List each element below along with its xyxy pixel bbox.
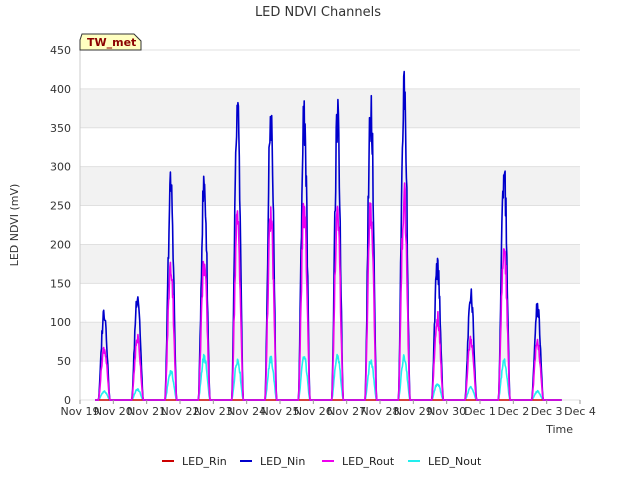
x-tick-label: Nov 29 [394,405,433,418]
y-tick-label: 450 [50,44,71,57]
grid-band [80,50,580,89]
x-tick-label: Nov 23 [194,405,233,418]
x-tick-label: Nov 28 [361,405,400,418]
grid-band [80,361,580,400]
x-tick-label: Dec 4 [564,405,596,418]
y-axis-ticks: 0 50 100 150 200 250 300 350 400 450 [50,44,71,407]
grid-band [80,127,580,167]
y-tick-label: 50 [57,355,71,368]
y-tick-label: 0 [64,394,71,407]
x-tick-label: Nov 20 [94,405,133,418]
series-line-led-rout [95,182,562,401]
x-tick-label: Nov 19 [61,405,100,418]
y-tick-label: 400 [50,83,71,96]
x-tick-label: Dec 1 [464,405,496,418]
x-tick-label: Nov 30 [427,405,466,418]
x-tick-label: Nov 25 [261,405,300,418]
x-tick-label: Dec 2 [497,405,529,418]
y-tick-label: 350 [50,122,71,135]
y-tick-label: 150 [50,277,71,290]
chart-title: LED NDVI Channels [255,5,381,20]
y-axis-label: LED NDVI (mV) [8,184,21,267]
x-tick-label: Nov 27 [327,405,366,418]
legend-label: LED_Rout [342,455,395,468]
grid-band [80,283,580,323]
legend-label: LED_Nout [428,455,482,468]
grid-band [80,205,580,245]
legend-label: LED_Nin [260,455,305,468]
grid-band [80,166,580,206]
x-tick-label: Nov 22 [161,405,200,418]
x-tick-label: Dec 3 [531,405,563,418]
y-tick-label: 200 [50,238,71,251]
x-tick-label: Nov 24 [227,405,266,418]
x-axis-label: Time [545,423,573,436]
grid-band [80,322,580,362]
plot-bands [79,49,580,401]
legend-label: LED_Rin [182,455,227,468]
x-tick-label: Nov 21 [127,405,166,418]
badge-label: TW_met [87,36,136,49]
grid-band [80,88,580,128]
y-tick-label: 250 [50,200,71,213]
station-badge: TW_met [79,33,142,51]
y-tick-label: 300 [50,161,71,174]
grid-band [80,244,580,284]
x-tick-label: Nov 26 [294,405,333,418]
legend: LED_Rin LED_Nin LED_Rout LED_Nout [162,455,482,468]
y-tick-label: 100 [50,316,71,329]
badge-shape [79,33,142,51]
